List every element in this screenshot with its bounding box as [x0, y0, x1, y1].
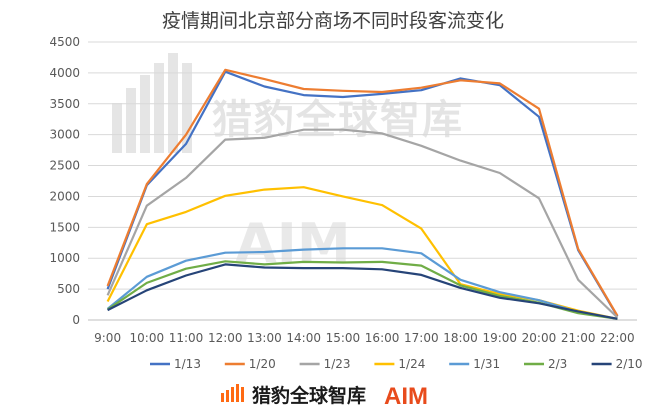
- logo-bar-icon: [241, 387, 244, 402]
- watermark-bar-icon: [112, 103, 122, 153]
- watermark-bar-icon: [126, 88, 136, 153]
- series-line-1-20: [106, 68, 619, 317]
- y-tick-label: 1500: [49, 220, 80, 234]
- y-tick-label: 0: [72, 313, 80, 327]
- x-tick-label: 13:00: [247, 331, 282, 345]
- legend-label: 1/31: [473, 357, 500, 371]
- footer-aim-logo: AIM: [384, 383, 428, 410]
- x-tick-label: 12:00: [208, 331, 243, 345]
- legend-label: 1/23: [324, 357, 351, 371]
- y-tick-label: 2000: [49, 189, 80, 203]
- x-tick-label: 18:00: [443, 331, 478, 345]
- y-axis-ticks: 0 500 1000 1500 2000 2500 3000 3500 4000 4500: [49, 35, 80, 327]
- series-line-1-24: [106, 186, 618, 320]
- x-axis-ticks: 9:00 10:00 11:00 12:00 13:00 14:00 15:00 16:00 1…: [94, 331, 635, 345]
- x-tick-label: 22:00: [600, 331, 635, 345]
- logo-bar-icon: [221, 393, 224, 402]
- legend: 1/13 1/20 1/23 1/24 1/31 2/3 2/10: [150, 357, 643, 371]
- y-tick-label: 3000: [49, 128, 80, 142]
- legend-label: 1/20: [249, 357, 276, 371]
- legend-label: 2/3: [548, 357, 567, 371]
- logo-bar-icon: [226, 390, 229, 402]
- logo-bar-icon: [236, 384, 239, 402]
- y-tick-label: 3500: [49, 97, 80, 111]
- x-tick-label: 11:00: [169, 331, 204, 345]
- x-tick-label: 10:00: [130, 331, 165, 345]
- watermark-bar-icon: [140, 75, 150, 153]
- y-tick-label: 4000: [49, 66, 80, 80]
- x-tick-label: 15:00: [326, 331, 361, 345]
- footer-logo: 猎豹全球智库 AIM: [221, 383, 428, 410]
- y-tick-label: 1000: [49, 251, 80, 265]
- chart-title: 疫情期间北京部分商场不同时段客流变化: [162, 10, 504, 32]
- y-tick-label: 4500: [49, 35, 80, 49]
- watermark-bar-icon: [154, 63, 164, 153]
- series-line-1-31: [106, 247, 618, 320]
- legend-label: 1/24: [398, 357, 425, 371]
- brand-logo-icon: [221, 384, 244, 402]
- x-tick-label: 9:00: [94, 331, 121, 345]
- series-line-1-13: [106, 70, 619, 317]
- legend-label: 2/10: [616, 357, 643, 371]
- x-tick-label: 20:00: [522, 331, 557, 345]
- x-tick-label: 16:00: [365, 331, 400, 345]
- series-lines: [106, 68, 619, 320]
- footer-brand-text: 猎豹全球智库: [252, 384, 366, 407]
- y-tick-label: 2500: [49, 159, 80, 173]
- series-line-2-10: [107, 263, 618, 320]
- watermark-bar-icon: [168, 53, 178, 153]
- legend-label: 1/13: [174, 357, 201, 371]
- logo-bar-icon: [231, 387, 234, 402]
- series-line-2-3: [106, 260, 618, 320]
- watermark: 猎豹全球智库 AIM: [112, 53, 464, 275]
- y-tick-label: 500: [57, 282, 80, 296]
- watermark-text: 猎豹全球智库: [212, 97, 464, 143]
- series-line-1-23: [106, 128, 619, 319]
- x-tick-label: 17:00: [404, 331, 439, 345]
- x-tick-label: 14:00: [286, 331, 321, 345]
- watermark-bar-icon: [182, 63, 192, 153]
- x-tick-label: 21:00: [561, 331, 596, 345]
- x-tick-label: 19:00: [482, 331, 517, 345]
